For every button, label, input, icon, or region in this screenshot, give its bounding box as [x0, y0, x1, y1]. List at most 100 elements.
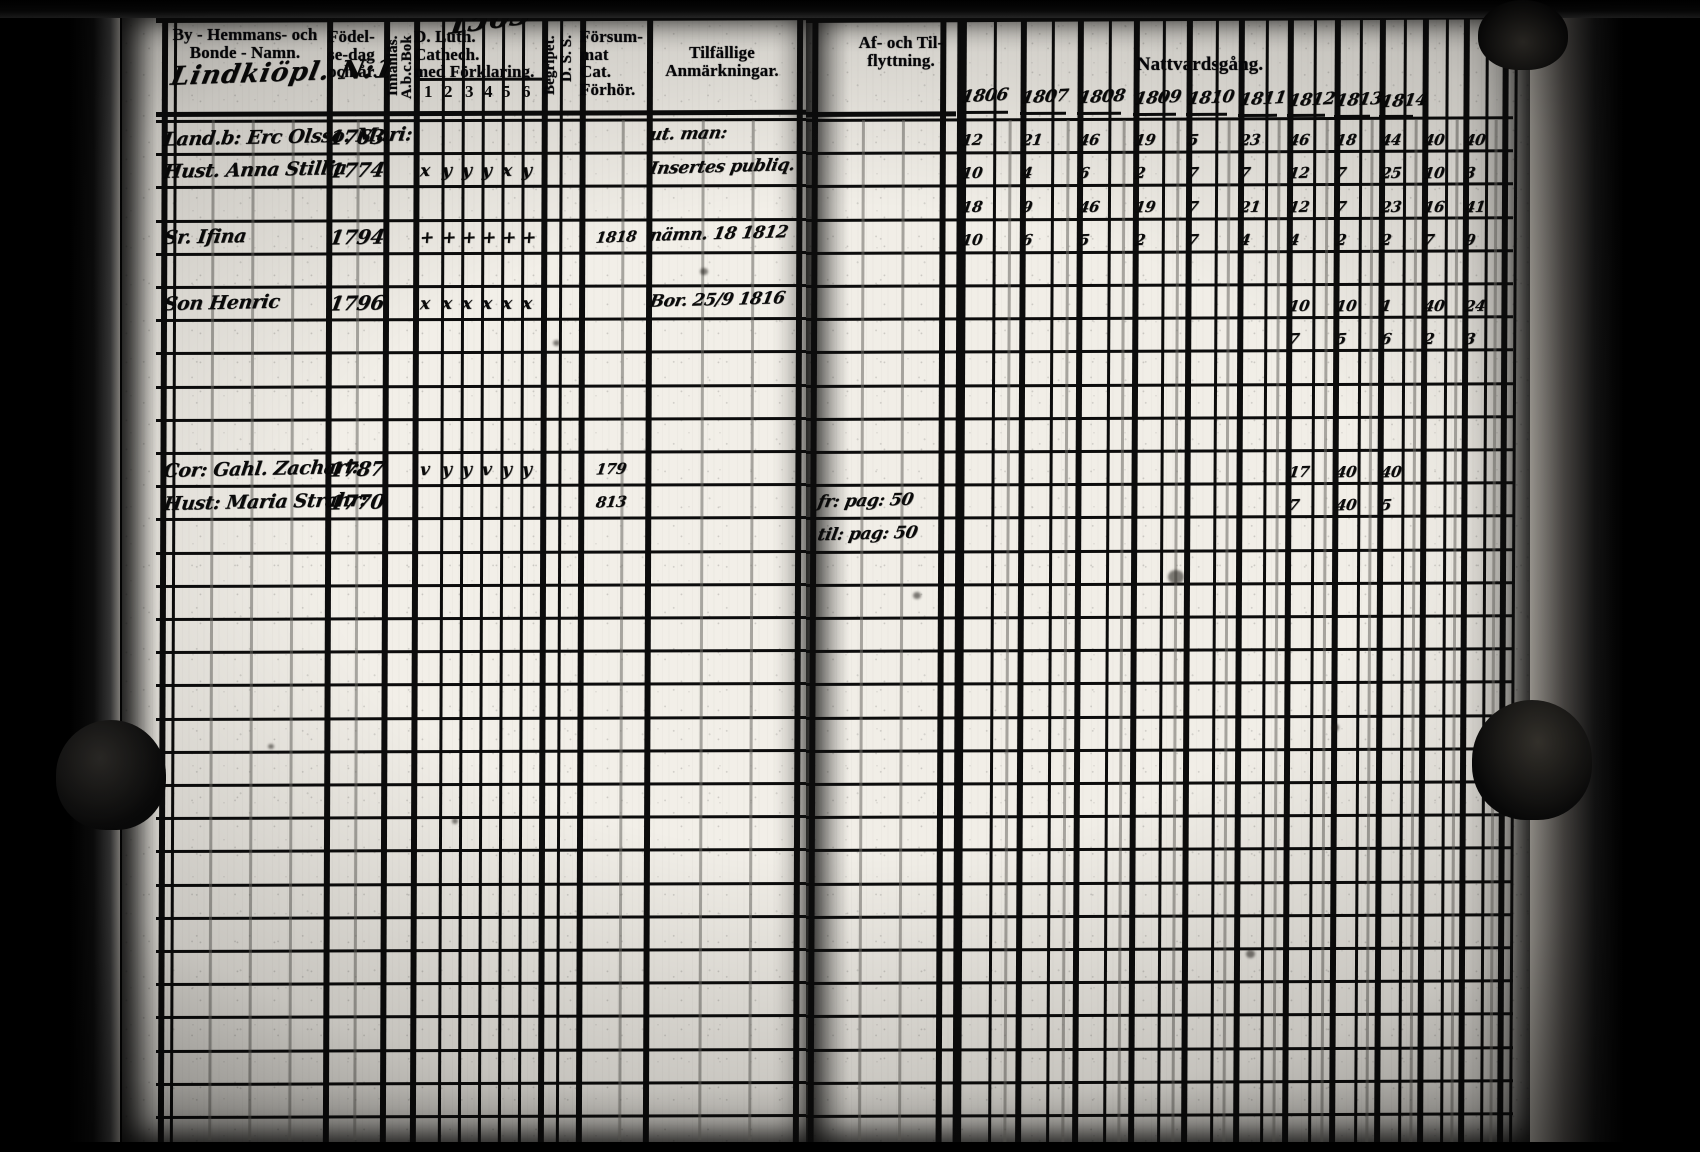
nattvard-year-label: 1813 — [1334, 89, 1384, 112]
entry-remark: ut. man: — [647, 123, 729, 145]
cathech-mark: x — [419, 160, 431, 182]
column-header-anmarkningar: Tilfällige Anmärkningar. — [665, 43, 779, 80]
ink-blot — [1332, 724, 1339, 731]
nattvard-year-label: 1811 — [1237, 87, 1288, 111]
book-edge-left — [0, 0, 120, 1152]
nattvard-value: 19 — [1133, 130, 1157, 150]
nattvard-year-label: 1806 — [960, 84, 1010, 108]
cathech-mark: + — [481, 227, 497, 249]
ink-blot — [700, 268, 708, 275]
nattvard-value: 10 — [960, 164, 984, 183]
book-edge-bottom — [0, 1142, 1700, 1152]
entry-name: Hust. Anna Stillia — [162, 157, 349, 184]
entry-birth-year: 1774 — [327, 157, 387, 183]
nattvard-value: 40 — [1379, 462, 1403, 482]
cathech-mark: x — [419, 293, 431, 315]
nattvard-value: 40 — [1334, 462, 1358, 482]
nattvard-value: 19 — [1133, 197, 1157, 216]
entry-birth-year: 1770 — [327, 489, 387, 515]
cathech-mark: y — [461, 459, 473, 481]
nattvard-year-label: 1810 — [1186, 87, 1236, 110]
entry-remark: nämn. 18 1812 — [647, 221, 790, 246]
rule-horizontal — [805, 111, 957, 117]
ink-blot — [1168, 570, 1184, 584]
nattvard-value: 10 — [1422, 164, 1446, 183]
column-header-forsummat: Försum- mat Cat. Förhör. — [580, 27, 644, 100]
nattvard-value: 24 — [1463, 296, 1487, 316]
forsummat-value: 813 — [594, 492, 628, 512]
entry-remark: Bor. 25/9 1816 — [647, 288, 787, 312]
rule-horizontal — [1286, 113, 1325, 117]
nattvard-value: 40 — [1334, 496, 1358, 515]
entry-birth-year: 1796 — [327, 290, 387, 316]
entry-name: Son Henric — [162, 290, 282, 316]
cathech-mark: y — [521, 160, 533, 182]
nattvard-value: 21 — [1238, 197, 1262, 216]
book-clasp-right — [1472, 700, 1592, 820]
rule-horizontal — [959, 110, 1008, 114]
nattvard-value: 12 — [1287, 197, 1311, 216]
cathech-mark: y — [441, 459, 453, 481]
book-clasp-top — [1478, 0, 1568, 70]
book-clasp-left — [56, 720, 166, 830]
forsummat-value: 179 — [594, 459, 628, 479]
nattvard-year-label: 1807 — [1019, 85, 1070, 108]
column-header-nattvardsgang: Nattvardsgång. — [1136, 54, 1264, 75]
nattvard-value: 21 — [1020, 130, 1044, 150]
nattvard-year-label: 1812 — [1287, 88, 1337, 111]
column-header-namn: By - Hemmans- och Bonde - Namn. — [172, 25, 318, 62]
nattvard-value: 46 — [1078, 130, 1101, 150]
nattvard-value: 46 — [1078, 197, 1101, 216]
cathech-mark: x — [501, 293, 513, 315]
cathech-mark: y — [481, 160, 493, 182]
cathech-mark: x — [501, 160, 513, 182]
cathech-mark: + — [419, 227, 435, 249]
entry-birth-year: 1787 — [327, 456, 387, 482]
cathech-mark: v — [419, 459, 431, 481]
cathech-mark: + — [461, 227, 477, 249]
forsummat-value: 1818 — [594, 226, 638, 247]
flyttning-note: til: pag: 50 — [815, 523, 919, 546]
cathech-mark: y — [501, 459, 513, 481]
nattvard-value: 40 — [1422, 296, 1446, 316]
cathech-mark: x — [481, 293, 493, 315]
nattvard-value: 46 — [1287, 130, 1311, 150]
cathech-mark: y — [461, 160, 473, 182]
rule-horizontal — [1186, 112, 1228, 116]
ink-blot — [913, 592, 921, 599]
rule-horizontal — [1334, 114, 1371, 118]
nattvard-value: 10 — [1334, 296, 1358, 316]
column-header-dss: D. S. S. — [559, 34, 575, 82]
cathech-mark: + — [441, 227, 457, 249]
nattvard-value: 44 — [1379, 130, 1403, 150]
entry-birth-year: 1794 — [327, 224, 387, 250]
cathech-mark: x — [461, 293, 473, 315]
rule-horizontal — [1379, 114, 1414, 118]
cathech-mark: + — [521, 227, 537, 249]
entry-remark: Insertes publiq. — [647, 155, 797, 180]
nattvard-value: 10 — [960, 230, 984, 250]
nattvard-value: 23 — [1379, 197, 1403, 216]
nattvard-value: 16 — [1422, 197, 1446, 216]
nattvard-value: 40 — [1422, 130, 1446, 150]
column-header-begripet: Begripet. — [542, 35, 558, 95]
flyttning-note: fr: pag: 50 — [815, 489, 915, 513]
nattvard-year-label: 1809 — [1133, 86, 1183, 109]
nattvard-value: 4 — [1238, 230, 1252, 249]
book-edge-right — [1530, 0, 1700, 1152]
nattvard-value: 41 — [1463, 197, 1487, 216]
nattvard-value: 12 — [1287, 164, 1311, 183]
ink-blot — [553, 340, 560, 346]
rule-horizontal — [1132, 112, 1176, 116]
cathech-mark: x — [441, 293, 453, 315]
nattvard-value: 17 — [1287, 462, 1311, 482]
ink-blot — [452, 818, 458, 824]
nattvard-value: 25 — [1379, 164, 1403, 183]
cathech-mark: + — [501, 227, 517, 249]
ink-blot — [1246, 950, 1255, 958]
cathech-mark: x — [521, 293, 533, 315]
column-header-flyttning: Af- och Til- flyttning. — [858, 33, 944, 70]
rule-horizontal — [1237, 113, 1278, 117]
nattvard-value: 12 — [960, 130, 984, 150]
